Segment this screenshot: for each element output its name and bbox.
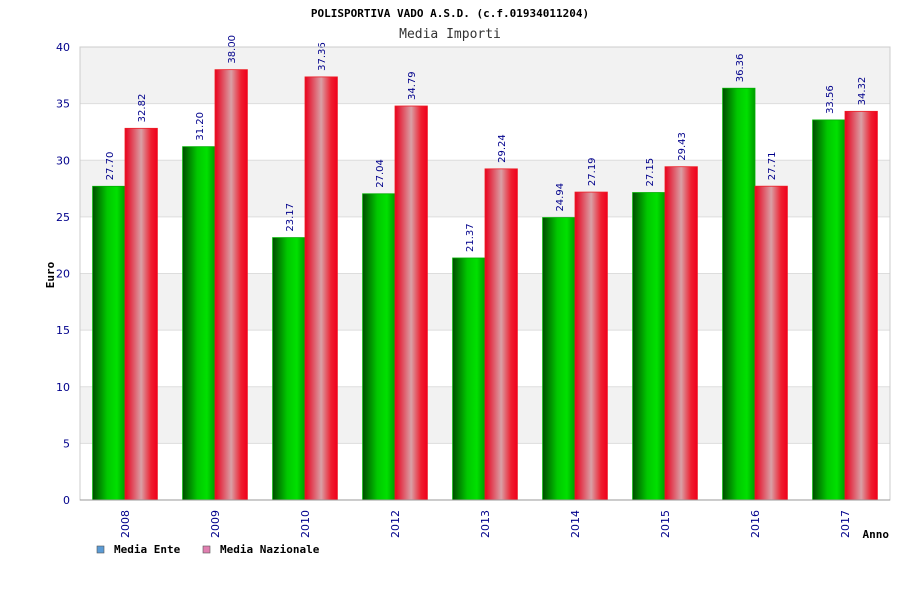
x-tick-label: 2013	[479, 510, 492, 538]
y-axis-ticks: 0 5 10 15 20 25 30 35 40	[56, 41, 70, 507]
bar-value-label: 33.56	[825, 85, 836, 114]
bar-value-label: 37.36	[317, 42, 328, 71]
x-tick-label: 2016	[749, 510, 762, 538]
x-axis-label: Anno	[863, 528, 890, 541]
bar-value-label: 21.37	[465, 223, 476, 252]
x-tick-label: 2017	[839, 510, 852, 538]
bar-media-ente	[182, 146, 216, 501]
bar-value-label: 27.19	[587, 157, 598, 186]
bar-value-label: 31.20	[195, 112, 206, 141]
bar-value-label: 29.24	[497, 134, 508, 163]
bar-value-label: 24.94	[555, 183, 566, 212]
legend-swatch-media-ente	[96, 545, 105, 554]
bar-media-ente	[722, 87, 756, 501]
bar-media-ente	[452, 257, 486, 501]
plot-band	[80, 47, 890, 104]
x-tick-label: 2012	[389, 510, 402, 538]
bars	[92, 69, 878, 501]
bar-media-nazionale	[484, 168, 518, 501]
y-tick-label: 0	[63, 494, 70, 507]
y-tick-label: 30	[56, 154, 70, 167]
bar-media-nazionale	[844, 110, 878, 501]
y-tick-label: 15	[56, 324, 70, 337]
bar-media-nazionale	[304, 76, 338, 501]
legend-swatch-media-nazionale	[202, 545, 211, 554]
bar-media-nazionale	[754, 185, 788, 501]
bar-value-label: 27.70	[105, 152, 116, 181]
bar-media-nazionale	[124, 127, 158, 501]
bar-value-label: 34.32	[857, 77, 868, 106]
legend-label-media-ente: Media Ente	[114, 543, 181, 556]
bar-value-label: 27.71	[767, 152, 778, 181]
bar-value-label: 36.36	[735, 54, 746, 83]
bar-media-ente	[272, 237, 306, 501]
bar-media-ente	[542, 217, 576, 501]
bar-media-nazionale	[574, 191, 608, 501]
y-tick-label: 25	[56, 211, 70, 224]
bar-value-label: 27.15	[645, 158, 656, 187]
y-axis-label: Euro	[44, 261, 57, 288]
x-tick-label: 2014	[569, 510, 582, 538]
bar-value-label: 32.82	[137, 94, 148, 123]
bar-media-ente	[632, 192, 666, 501]
y-tick-label: 20	[56, 268, 70, 281]
value-labels: 27.70 32.82 31.20 38.00 23.17 37.36 27.04 34.79…	[105, 35, 868, 252]
bar-value-label: 23.17	[285, 203, 296, 232]
legend: Media Ente Media Nazionale	[96, 543, 320, 556]
x-axis-ticks: 2008 2009 2010 2012 2013 2014 2015 2016 2017	[119, 510, 852, 538]
x-tick-label: 2015	[659, 510, 672, 538]
y-tick-label: 35	[56, 98, 70, 111]
x-tick-label: 2010	[299, 510, 312, 538]
bar-media-ente	[362, 193, 396, 501]
bar-value-label: 38.00	[227, 35, 238, 64]
y-tick-label: 5	[63, 437, 70, 450]
y-tick-label: 10	[56, 381, 70, 394]
bar-media-nazionale	[664, 166, 698, 501]
x-tick-label: 2009	[209, 510, 222, 538]
bar-media-nazionale	[394, 105, 428, 501]
chart-title: POLISPORTIVA VADO A.S.D. (c.f.0193401120…	[311, 7, 589, 20]
x-tick-label: 2008	[119, 510, 132, 538]
bar-media-ente	[92, 185, 126, 501]
bar-media-ente	[812, 119, 846, 501]
bar-value-label: 34.79	[407, 71, 418, 100]
legend-label-media-nazionale: Media Nazionale	[220, 543, 320, 556]
chart-subtitle: Media Importi	[399, 27, 501, 42]
y-tick-label: 40	[56, 41, 70, 54]
bar-media-nazionale	[214, 69, 248, 501]
bar-value-label: 29.43	[677, 132, 688, 161]
bar-value-label: 27.04	[375, 159, 386, 188]
